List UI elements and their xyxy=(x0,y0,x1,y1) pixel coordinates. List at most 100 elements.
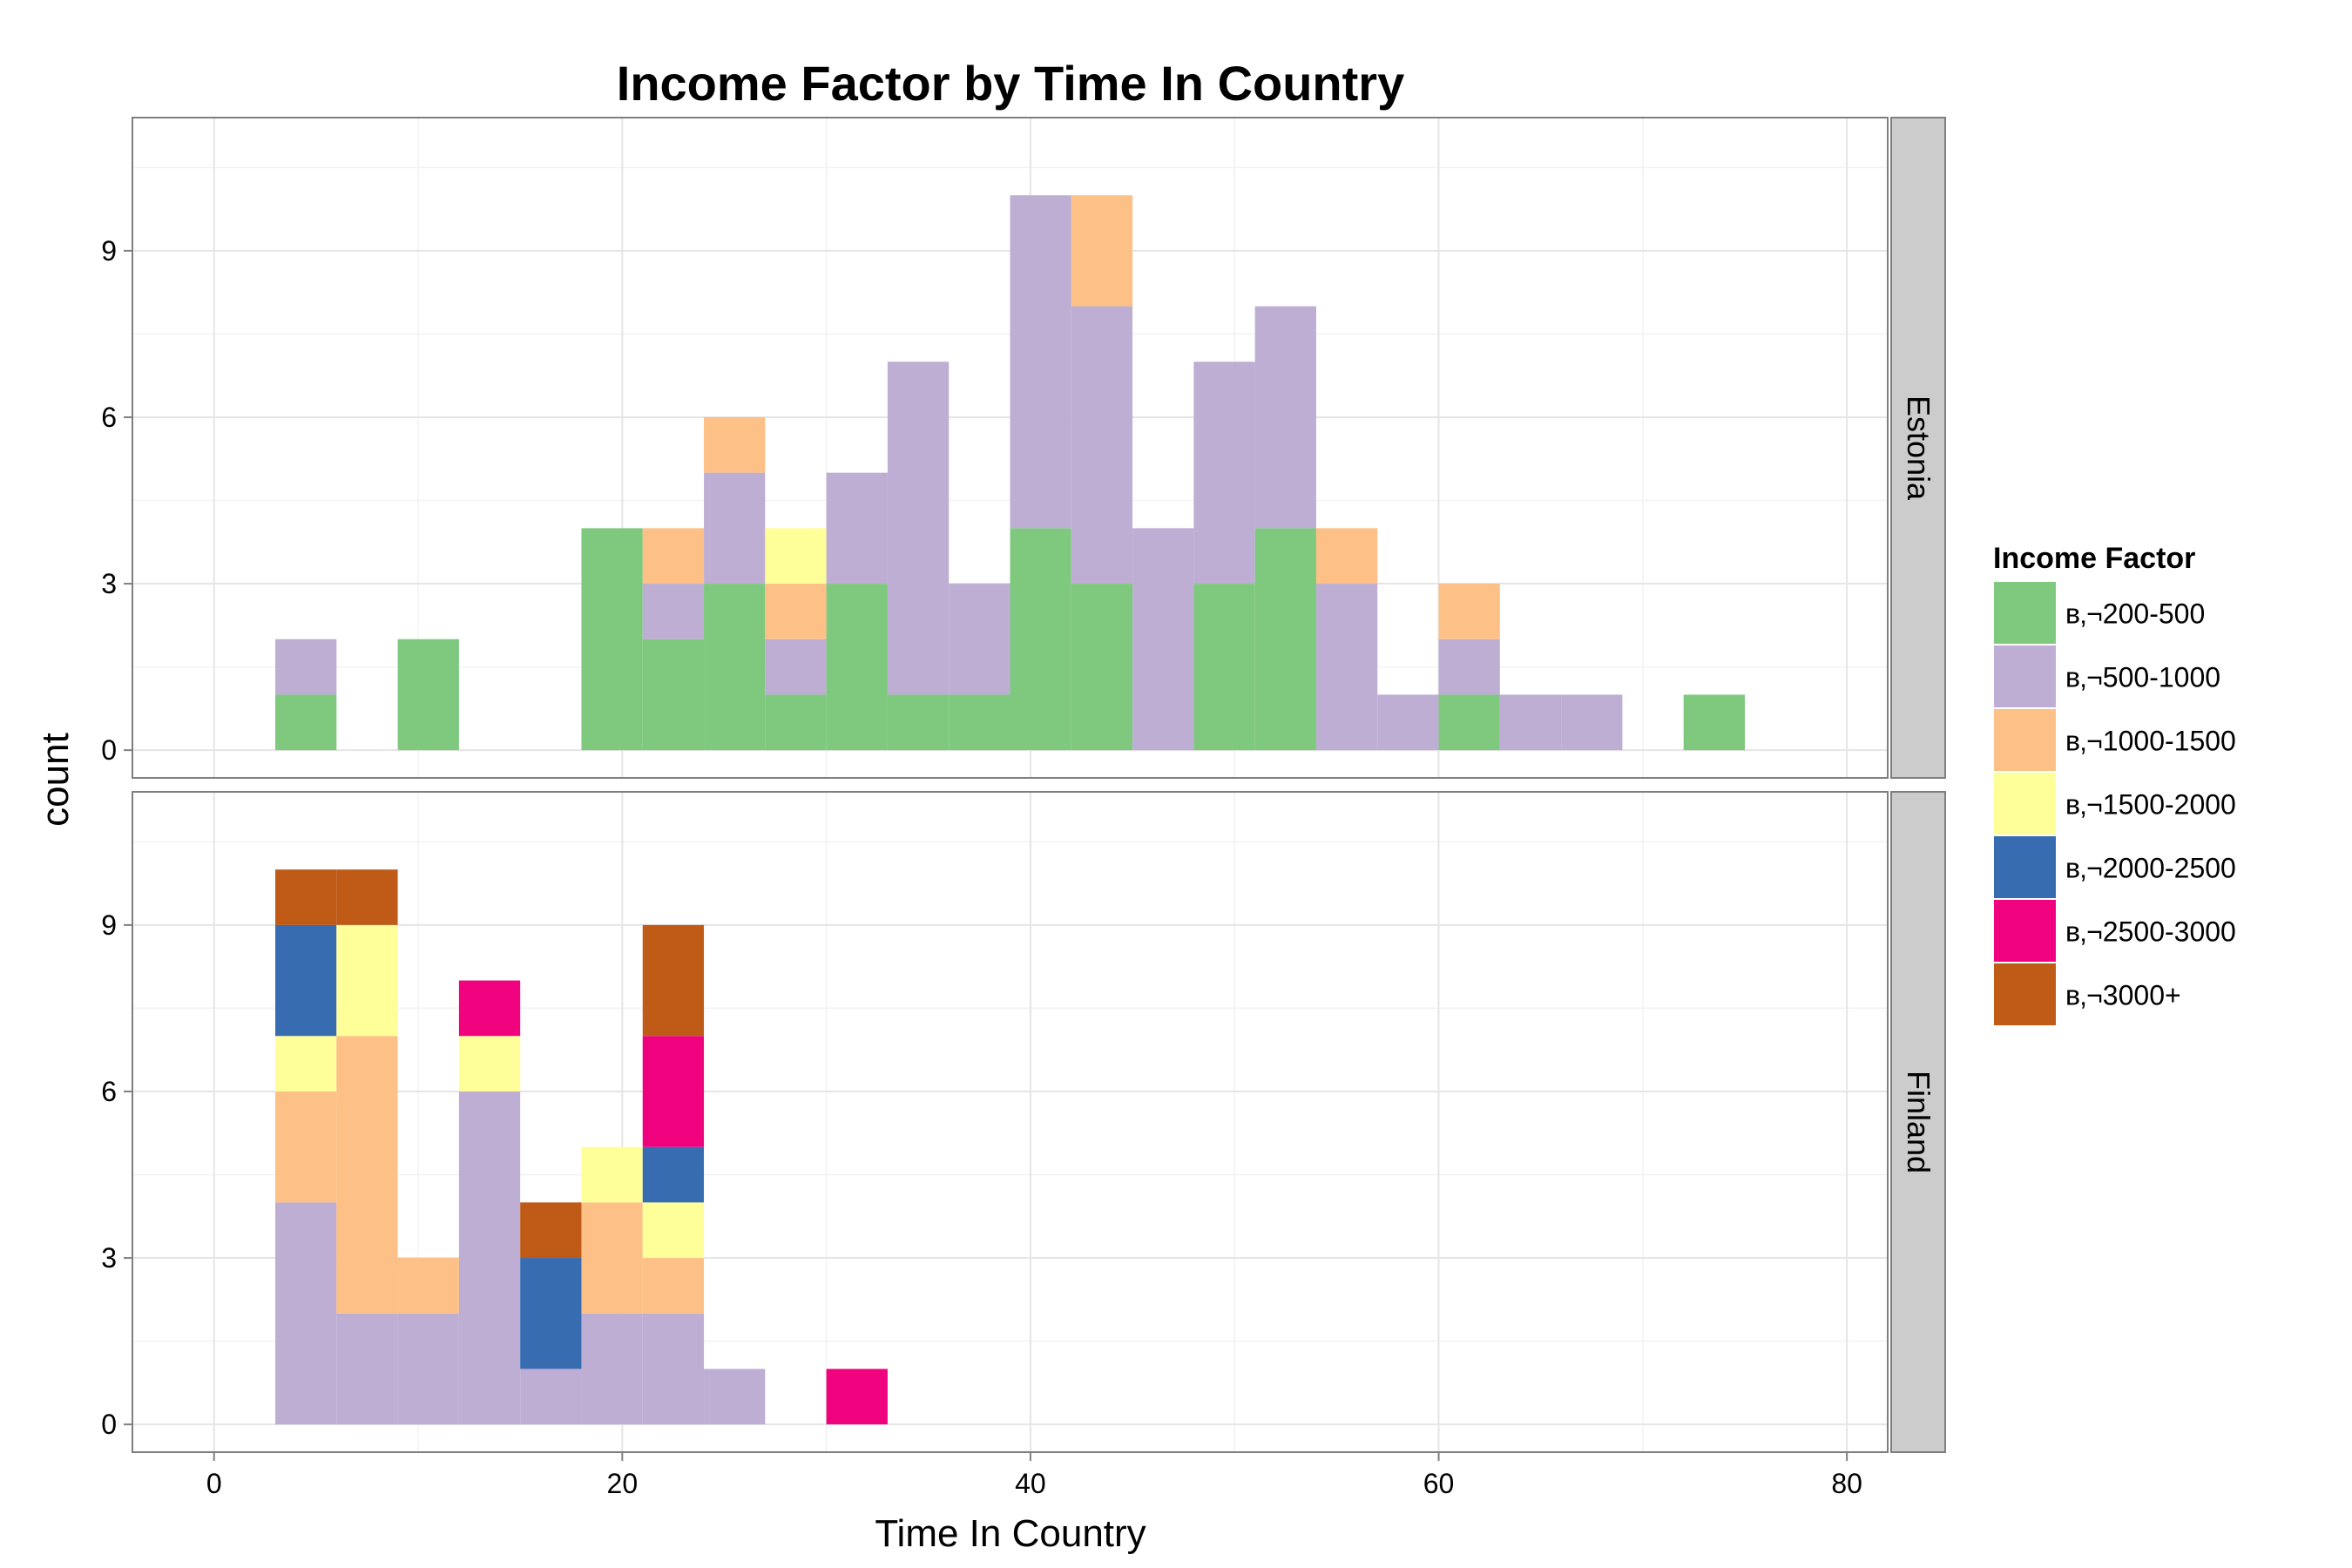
legend-swatch xyxy=(1992,707,2058,773)
legend-label: в‚¬3000+ xyxy=(2065,980,2181,1011)
bar-segment xyxy=(581,1202,643,1314)
bar-segment xyxy=(1499,694,1562,751)
y-tick-label: 9 xyxy=(101,235,117,267)
bar-segment xyxy=(1193,362,1255,585)
bar-segment xyxy=(1561,694,1623,751)
bar-segment xyxy=(642,1036,705,1147)
bar-segment xyxy=(887,694,950,751)
y-tick-label: 0 xyxy=(101,734,117,766)
bar-segment xyxy=(275,1036,337,1092)
x-tick-label: 40 xyxy=(1015,1468,1046,1499)
bar-segment xyxy=(765,584,827,639)
bar-segment xyxy=(581,1146,643,1203)
bar-segment xyxy=(520,1202,582,1259)
y-tick-label: 9 xyxy=(101,909,117,941)
bar-segment xyxy=(336,924,398,1037)
bar-segment xyxy=(458,1036,521,1092)
x-tick-label: 80 xyxy=(1831,1468,1862,1499)
panel-border xyxy=(132,791,1889,1453)
bar-segment xyxy=(642,1258,705,1314)
y-tick-label: 0 xyxy=(101,1409,117,1440)
bar-segment xyxy=(642,584,705,639)
facet-label-estonia: Estonia xyxy=(1901,395,1936,501)
bar-segment xyxy=(1315,528,1378,585)
bar-segment xyxy=(275,1091,337,1203)
bar-segment xyxy=(275,869,337,925)
bar-segment xyxy=(1254,528,1316,751)
bar-segment xyxy=(765,694,827,751)
legend-label: в‚¬1500-2000 xyxy=(2065,789,2236,821)
bar-segment xyxy=(1315,584,1378,751)
legend-swatch xyxy=(1992,580,2058,645)
bar-segment xyxy=(949,584,1010,695)
bar-segment xyxy=(397,1258,459,1314)
facet-panels: 0 3 6 9 Estonia 0 3 6 9 Finland 0 20 40 60 80 xyxy=(101,117,1946,1499)
bar-segment xyxy=(826,472,888,585)
bar-segment xyxy=(1132,528,1194,751)
bar-segment xyxy=(458,1091,521,1425)
bar-segment xyxy=(336,1036,398,1314)
legend-label: в‚¬2500-3000 xyxy=(2065,916,2236,948)
bar-segment xyxy=(1071,584,1133,751)
y-tick-label: 3 xyxy=(101,568,117,599)
bar-segment xyxy=(1193,584,1255,751)
y-tick-label: 6 xyxy=(101,402,117,433)
legend-swatch xyxy=(1992,771,2058,836)
bar-segment xyxy=(642,1146,705,1203)
bar-segment xyxy=(520,1369,582,1425)
bar-segment xyxy=(1683,694,1745,751)
bar-segment xyxy=(336,1313,398,1425)
facet-panel-estonia: 0 3 6 9 Estonia xyxy=(101,117,1946,779)
bar-segment xyxy=(1071,195,1133,307)
bar-segment xyxy=(765,528,827,585)
legend-title: Income Factor xyxy=(1993,542,2195,575)
bar-segment xyxy=(949,694,1010,751)
x-tick-label: 0 xyxy=(206,1468,222,1499)
y-tick-label: 3 xyxy=(101,1242,117,1274)
bar-segment xyxy=(397,639,459,751)
bar-segment xyxy=(642,528,705,585)
bar-segment xyxy=(1377,694,1439,751)
x-tick-label: 60 xyxy=(1423,1468,1455,1499)
facet-label-finland: Finland xyxy=(1901,1071,1936,1173)
bar-segment xyxy=(765,639,827,695)
bar-segment xyxy=(1438,694,1500,751)
bar-segment xyxy=(642,1313,705,1425)
bar-segment xyxy=(704,584,766,751)
bar-segment xyxy=(826,1369,888,1425)
legend-swatch xyxy=(1992,644,2058,709)
legend-swatch xyxy=(1992,898,2058,963)
bar-segment xyxy=(1071,306,1133,585)
bar-segment xyxy=(1438,639,1500,695)
bar-segment xyxy=(887,362,950,695)
chart-title: Income Factor by Time In Country xyxy=(617,56,1404,111)
bar-segment xyxy=(275,694,337,751)
bar-segment xyxy=(642,924,705,1037)
bar-segment xyxy=(275,924,337,1037)
bar-segment xyxy=(520,1258,582,1369)
legend-label: в‚¬500-1000 xyxy=(2065,662,2220,693)
bar-segment xyxy=(1010,195,1071,529)
bar-segment xyxy=(704,472,766,585)
bar-segment xyxy=(581,1313,643,1425)
facet-panel-finland: 0 3 6 9 Finland 0 20 40 60 80 xyxy=(101,791,1946,1499)
bar-segment xyxy=(826,584,888,751)
x-tick-label: 20 xyxy=(607,1468,639,1499)
bar-segment xyxy=(704,1369,766,1425)
legend: Income Factor в‚¬200-500 в‚¬500-1000 в‚¬100… xyxy=(1992,542,2236,1027)
legend-label: в‚¬200-500 xyxy=(2065,598,2205,630)
facet-strip xyxy=(1890,117,1946,779)
bar-segment xyxy=(1010,528,1071,751)
bar-segment xyxy=(642,639,705,751)
legend-swatch xyxy=(1992,962,2058,1027)
bar-segment xyxy=(336,869,398,925)
y-tick-label: 6 xyxy=(101,1076,117,1107)
x-axis-title: Time In Country xyxy=(875,1512,1146,1555)
legend-label: в‚¬2000-2500 xyxy=(2065,853,2236,884)
bar-segment xyxy=(275,1202,337,1425)
panel-border xyxy=(132,117,1889,779)
bar-segment xyxy=(275,639,337,695)
bar-segment xyxy=(581,528,643,751)
